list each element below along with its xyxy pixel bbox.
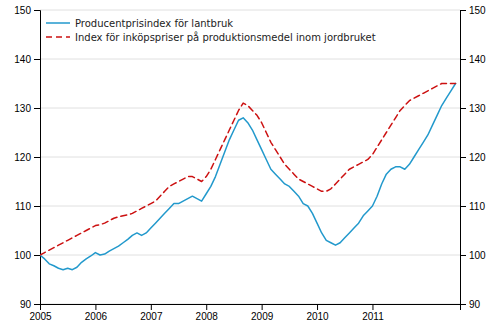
tick-label: 140 [469, 54, 486, 65]
tick-label: 110 [469, 201, 485, 212]
tick-mark [460, 206, 466, 207]
tick-label: 130 [14, 103, 31, 114]
tick-mark [34, 255, 40, 256]
grid-line [40, 59, 460, 60]
tick: 110 [15, 201, 40, 212]
tick-mark [34, 108, 40, 109]
tick: 140 [460, 54, 486, 65]
tick-mark [34, 10, 40, 11]
tick: 150 [460, 5, 486, 16]
tick: 90 [20, 299, 40, 310]
tick: 120 [14, 152, 40, 163]
legend-label: Index för inköpspriser på produktionsmed… [75, 31, 376, 43]
axis-line [41, 305, 461, 311]
tick: 130 [14, 103, 40, 114]
tick-label: 90 [469, 299, 481, 310]
tick-label: 140 [14, 54, 31, 65]
tick-label: 2005 [29, 311, 52, 322]
tick: 2005 [29, 304, 52, 322]
axis-line [461, 11, 467, 305]
tick-label: 2010 [306, 311, 329, 322]
tick-label: 2009 [251, 311, 274, 322]
tick: 2006 [85, 304, 108, 322]
tick: 150 [14, 5, 40, 16]
tick-mark [151, 304, 152, 310]
tick-label: 90 [20, 299, 32, 310]
y2-axis: 90 100 110 120 130 140 150 [460, 5, 486, 310]
tick-label: 100 [469, 250, 486, 261]
tick: 130 [460, 103, 486, 114]
plot-area [40, 84, 456, 270]
tick-mark [34, 206, 40, 207]
tick: 2011 [362, 304, 384, 322]
tick-label: 120 [469, 152, 486, 163]
legend-swatch [46, 36, 70, 38]
tick-mark [460, 304, 466, 305]
y-axis: 90 100 110 120 130 140 150 [14, 5, 40, 310]
grid [40, 10, 460, 304]
legend-label: Producentprisindex för lantbruk [75, 18, 233, 29]
tick-label: 2008 [196, 311, 219, 322]
tick: 2010 [306, 304, 329, 322]
series-line [40, 84, 456, 270]
axis-line [34, 11, 41, 305]
legend-swatch [46, 22, 70, 24]
tick-mark [206, 304, 207, 310]
tick-label: 120 [14, 152, 31, 163]
tick-mark [317, 304, 318, 310]
tick-label: 2011 [362, 311, 384, 322]
tick-mark [460, 157, 466, 158]
tick-label: 130 [469, 103, 486, 114]
tick: 2008 [196, 304, 219, 322]
chart: 2005 2006 2007 2008 2009 2010 2011 90 100 110 120 1… [0, 0, 500, 330]
tick-mark [34, 304, 40, 305]
tick-label: 150 [469, 5, 486, 16]
tick-mark [95, 304, 96, 310]
tick: 100 [14, 250, 40, 261]
legend-item: Producentprisindex för lantbruk [46, 18, 233, 29]
tick: 140 [14, 54, 40, 65]
tick: 2009 [251, 304, 274, 322]
x-axis: 2005 2006 2007 2008 2009 2010 2011 [29, 304, 460, 322]
grid-line [40, 157, 460, 158]
tick-mark [262, 304, 263, 310]
tick: 90 [460, 299, 481, 310]
tick-mark [372, 304, 373, 310]
grid-line [40, 206, 460, 207]
tick-mark [460, 255, 466, 256]
tick-label: 2006 [85, 311, 108, 322]
tick-label: 150 [14, 5, 31, 16]
legend: Producentprisindex för lantbruk Index för… [46, 18, 376, 43]
tick-label: 100 [14, 250, 31, 261]
tick-label: 2007 [140, 311, 163, 322]
series-line [40, 84, 456, 256]
grid-line [40, 10, 460, 11]
legend-item: Index för inköpspriser på produktionsmed… [46, 31, 376, 43]
tick-mark [460, 10, 466, 11]
tick: 100 [460, 250, 486, 261]
tick: 2007 [140, 304, 163, 322]
tick: 120 [460, 152, 486, 163]
tick-label: 110 [15, 201, 31, 212]
tick-mark [34, 157, 40, 158]
tick-mark [34, 59, 40, 60]
tick-mark [460, 108, 466, 109]
tick-mark [460, 59, 466, 60]
tick: 110 [460, 201, 485, 212]
